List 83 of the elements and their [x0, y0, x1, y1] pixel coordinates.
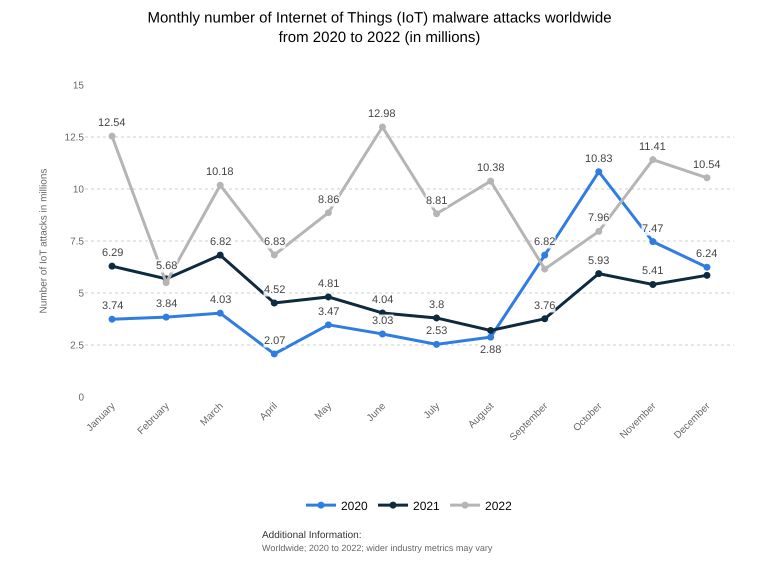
point	[216, 252, 224, 259]
data-label: 5.41	[642, 265, 664, 277]
data-label: 3.47	[318, 306, 340, 318]
y-tick-label: 0	[78, 392, 84, 404]
point	[487, 334, 494, 341]
point	[216, 182, 224, 189]
data-label: 3.74	[102, 300, 124, 312]
data-label: 2.88	[480, 344, 502, 356]
point	[378, 330, 386, 338]
data-label: 8.81	[426, 195, 448, 207]
point	[324, 321, 332, 328]
data-label: 6.83	[264, 236, 286, 248]
data-label: 4.03	[210, 294, 232, 306]
data-label: 11.41	[639, 141, 666, 153]
point	[541, 252, 548, 259]
y-tick-label: 12.5	[64, 132, 84, 144]
point	[216, 310, 224, 317]
data-label: 6.29	[102, 247, 124, 259]
data-label: 3.8	[429, 299, 444, 311]
data-label: 10.83	[585, 153, 613, 165]
data-label: 3.84	[156, 298, 178, 310]
point	[270, 299, 278, 306]
point	[703, 264, 710, 271]
point	[541, 266, 548, 273]
y-axis-title: Number of IoT attacks in millions	[38, 168, 50, 314]
data-label: 6.24	[696, 248, 718, 260]
data-label: 10.18	[206, 166, 234, 178]
point	[324, 293, 332, 300]
chart-title: Monthly number of Internet of Things (IoT) malware attacks worldwide from 2020 to 2022 (in millions)	[147, 10, 612, 46]
text: Additional Information:	[262, 530, 362, 541]
data-label: 6.82	[534, 236, 556, 248]
point	[649, 156, 656, 164]
y-tick-label: 7.5	[70, 236, 84, 248]
point	[433, 314, 440, 322]
y-tick-label: 2.5	[70, 340, 84, 352]
point	[108, 132, 116, 140]
legend-label: 2021	[413, 498, 440, 513]
point	[541, 315, 548, 322]
data-label: 5.93	[588, 255, 610, 267]
data-label: 4.04	[372, 294, 394, 306]
point	[595, 168, 602, 176]
x-tick-label: May	[312, 400, 334, 422]
point	[378, 124, 386, 131]
point	[108, 316, 116, 323]
data-label: 3.76	[534, 300, 556, 312]
data-label: 2.07	[264, 335, 286, 347]
point	[649, 280, 656, 288]
data-label: 4.52	[264, 284, 286, 296]
point	[703, 272, 710, 279]
y-tick-label: 5	[78, 288, 84, 300]
data-label: 10.38	[477, 162, 505, 174]
point	[595, 228, 602, 235]
point	[703, 174, 710, 182]
point	[270, 251, 278, 258]
data-label: 5.68	[156, 260, 178, 272]
data-label: 2.53	[426, 325, 448, 337]
point	[433, 210, 440, 218]
point	[487, 326, 494, 334]
point	[108, 262, 116, 270]
point	[324, 209, 332, 216]
legend-label: 2020	[341, 498, 368, 513]
data-label: 12.54	[98, 117, 126, 129]
x-tick-label: June	[365, 400, 388, 424]
x-tick-label: July	[422, 400, 442, 422]
data-label: 4.81	[318, 278, 340, 290]
text: Worldwide; 2020 to 2022; wider industry metrics may vary	[262, 543, 493, 553]
data-label: 7.47	[642, 223, 664, 235]
point	[595, 270, 602, 278]
point	[162, 314, 170, 321]
point	[433, 340, 440, 348]
y-tick-label: 15	[72, 80, 84, 92]
data-label: 7.96	[588, 212, 610, 224]
y-tick-label: 10	[72, 184, 84, 196]
data-label: 12.98	[368, 108, 396, 120]
point	[649, 238, 656, 246]
data-label: 6.82	[210, 236, 232, 248]
data-label: 10.54	[693, 159, 721, 171]
point	[162, 279, 170, 286]
legend-label: 2022	[485, 498, 512, 513]
point	[487, 178, 494, 185]
point	[270, 350, 278, 358]
data-label: 3.03	[372, 315, 394, 327]
data-label: 8.86	[318, 194, 340, 206]
